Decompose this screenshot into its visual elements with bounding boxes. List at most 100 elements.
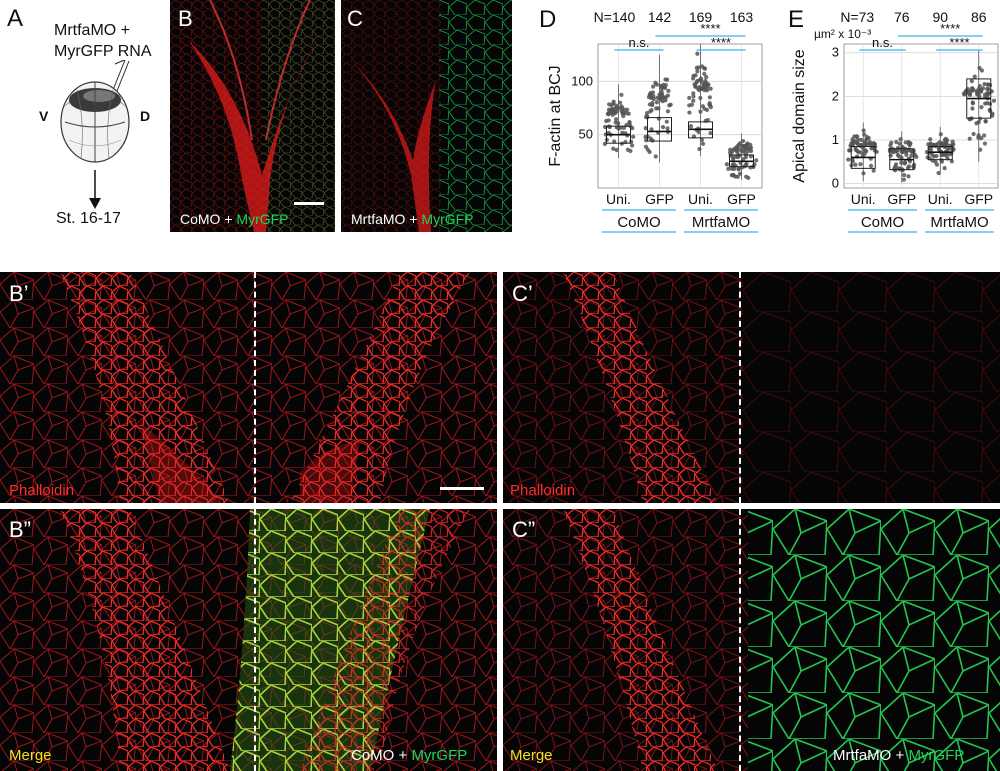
y-tick-label: 3 <box>832 45 839 60</box>
data-point <box>659 85 664 90</box>
data-point <box>614 103 619 108</box>
data-point <box>933 143 938 148</box>
data-point <box>928 137 933 142</box>
panel-e-chart: E 0 1 2 3 Uni. N=73 GFP 76 Uni. 90 GFP 86 CoMO MrtfaM… <box>770 0 1000 270</box>
data-point <box>985 82 991 87</box>
data-point <box>901 177 906 182</box>
panel-label-b1: B’ <box>9 281 29 306</box>
data-point <box>698 76 704 81</box>
data-point <box>871 141 876 146</box>
data-point <box>982 133 987 138</box>
data-point <box>942 142 947 147</box>
data-point <box>975 89 980 94</box>
data-point <box>990 111 995 116</box>
panel-label-e: E <box>788 6 805 33</box>
data-point <box>611 146 616 151</box>
data-point <box>648 95 654 100</box>
data-point <box>862 151 867 156</box>
y-tick-label: 100 <box>571 73 593 88</box>
x-tick-label: GFP <box>887 191 916 207</box>
panel-d-chart: D 50 100 Uni. N=140 GFP 142 Uni. 169 GFP 163 CoMO M… <box>520 0 770 270</box>
data-point <box>629 143 635 148</box>
y-axis-unit: µm² x 10⁻³ <box>814 27 871 41</box>
data-point <box>868 163 874 168</box>
reporter-label: MyrGFP <box>908 747 965 764</box>
plot-frame <box>843 43 999 189</box>
data-point <box>938 132 943 137</box>
reporter-label: MyrGFP <box>421 211 474 227</box>
dorsal-label: D <box>140 108 151 124</box>
data-point <box>902 160 908 165</box>
n-label: 163 <box>730 9 754 25</box>
n-label: 142 <box>648 9 672 25</box>
data-point <box>653 154 658 159</box>
data-point <box>853 147 859 153</box>
data-point <box>970 106 975 111</box>
data-point <box>949 159 954 164</box>
data-point <box>977 94 982 99</box>
midline-dashed-line <box>254 272 256 503</box>
panel-b1-image: B’ Phalloidin <box>0 272 497 503</box>
data-point <box>666 88 671 93</box>
panel-label-d: D <box>539 6 557 33</box>
x-tick-label: Uni. <box>851 191 876 207</box>
panel-label-c1: C’ <box>512 281 533 306</box>
data-point <box>665 109 671 114</box>
data-point <box>704 107 710 112</box>
data-point <box>979 88 984 93</box>
data-point <box>691 91 696 96</box>
data-point <box>616 126 621 131</box>
data-point <box>745 141 750 146</box>
group-label: CoMO <box>861 214 904 231</box>
channel-label: Phalloidin <box>510 482 576 499</box>
micrograph-c2 <box>503 509 1000 771</box>
channel-label: Merge <box>9 747 52 764</box>
data-point <box>889 140 894 145</box>
injection-label-line2: MyrGFP RNA <box>54 43 152 60</box>
data-point <box>704 85 709 91</box>
scale-bar-b <box>294 202 324 205</box>
data-point <box>850 159 855 164</box>
data-point <box>867 139 872 145</box>
data-point <box>907 147 912 152</box>
data-point <box>619 104 624 109</box>
data-point <box>898 137 903 142</box>
data-point <box>985 101 990 106</box>
data-point <box>645 114 650 120</box>
data-point <box>859 137 864 143</box>
data-point <box>972 74 977 79</box>
data-point <box>936 170 941 176</box>
panel-c2-caption: MrtfaMO + MyrGFP <box>833 748 964 763</box>
data-point <box>689 102 695 107</box>
y-tick-label: 0 <box>832 176 839 191</box>
chart-e-svg: 0 1 2 3 Uni. N=73 GFP 76 Uni. 90 GFP 86 CoMO MrtfaMO n… <box>791 9 999 233</box>
group-label: MrtfaMO <box>692 214 750 231</box>
data-point <box>902 173 907 178</box>
data-point <box>614 147 619 153</box>
data-point <box>699 86 704 91</box>
data-point <box>647 102 652 107</box>
data-point <box>612 109 617 115</box>
y-tick-label: 50 <box>579 127 593 142</box>
data-point <box>691 94 696 99</box>
data-point <box>743 154 749 160</box>
data-point <box>665 126 670 131</box>
data-point <box>697 146 702 152</box>
data-point <box>967 136 972 141</box>
data-point <box>903 140 908 145</box>
data-point <box>708 103 713 108</box>
channel-label: Phalloidin <box>9 482 75 499</box>
data-point <box>745 149 750 154</box>
n-label: N=73 <box>840 9 874 25</box>
data-point <box>893 162 899 167</box>
plot-frame <box>597 43 763 189</box>
data-point <box>735 150 740 155</box>
data-point <box>687 95 692 101</box>
morpholino-label: CoMO + <box>180 211 237 227</box>
data-point <box>654 100 660 105</box>
y-axis-label: Apical domain size <box>791 49 808 183</box>
data-point <box>904 152 909 158</box>
panel-label-c: C <box>347 6 363 31</box>
scale-bar-b1 <box>440 487 484 490</box>
data-point <box>643 125 648 131</box>
